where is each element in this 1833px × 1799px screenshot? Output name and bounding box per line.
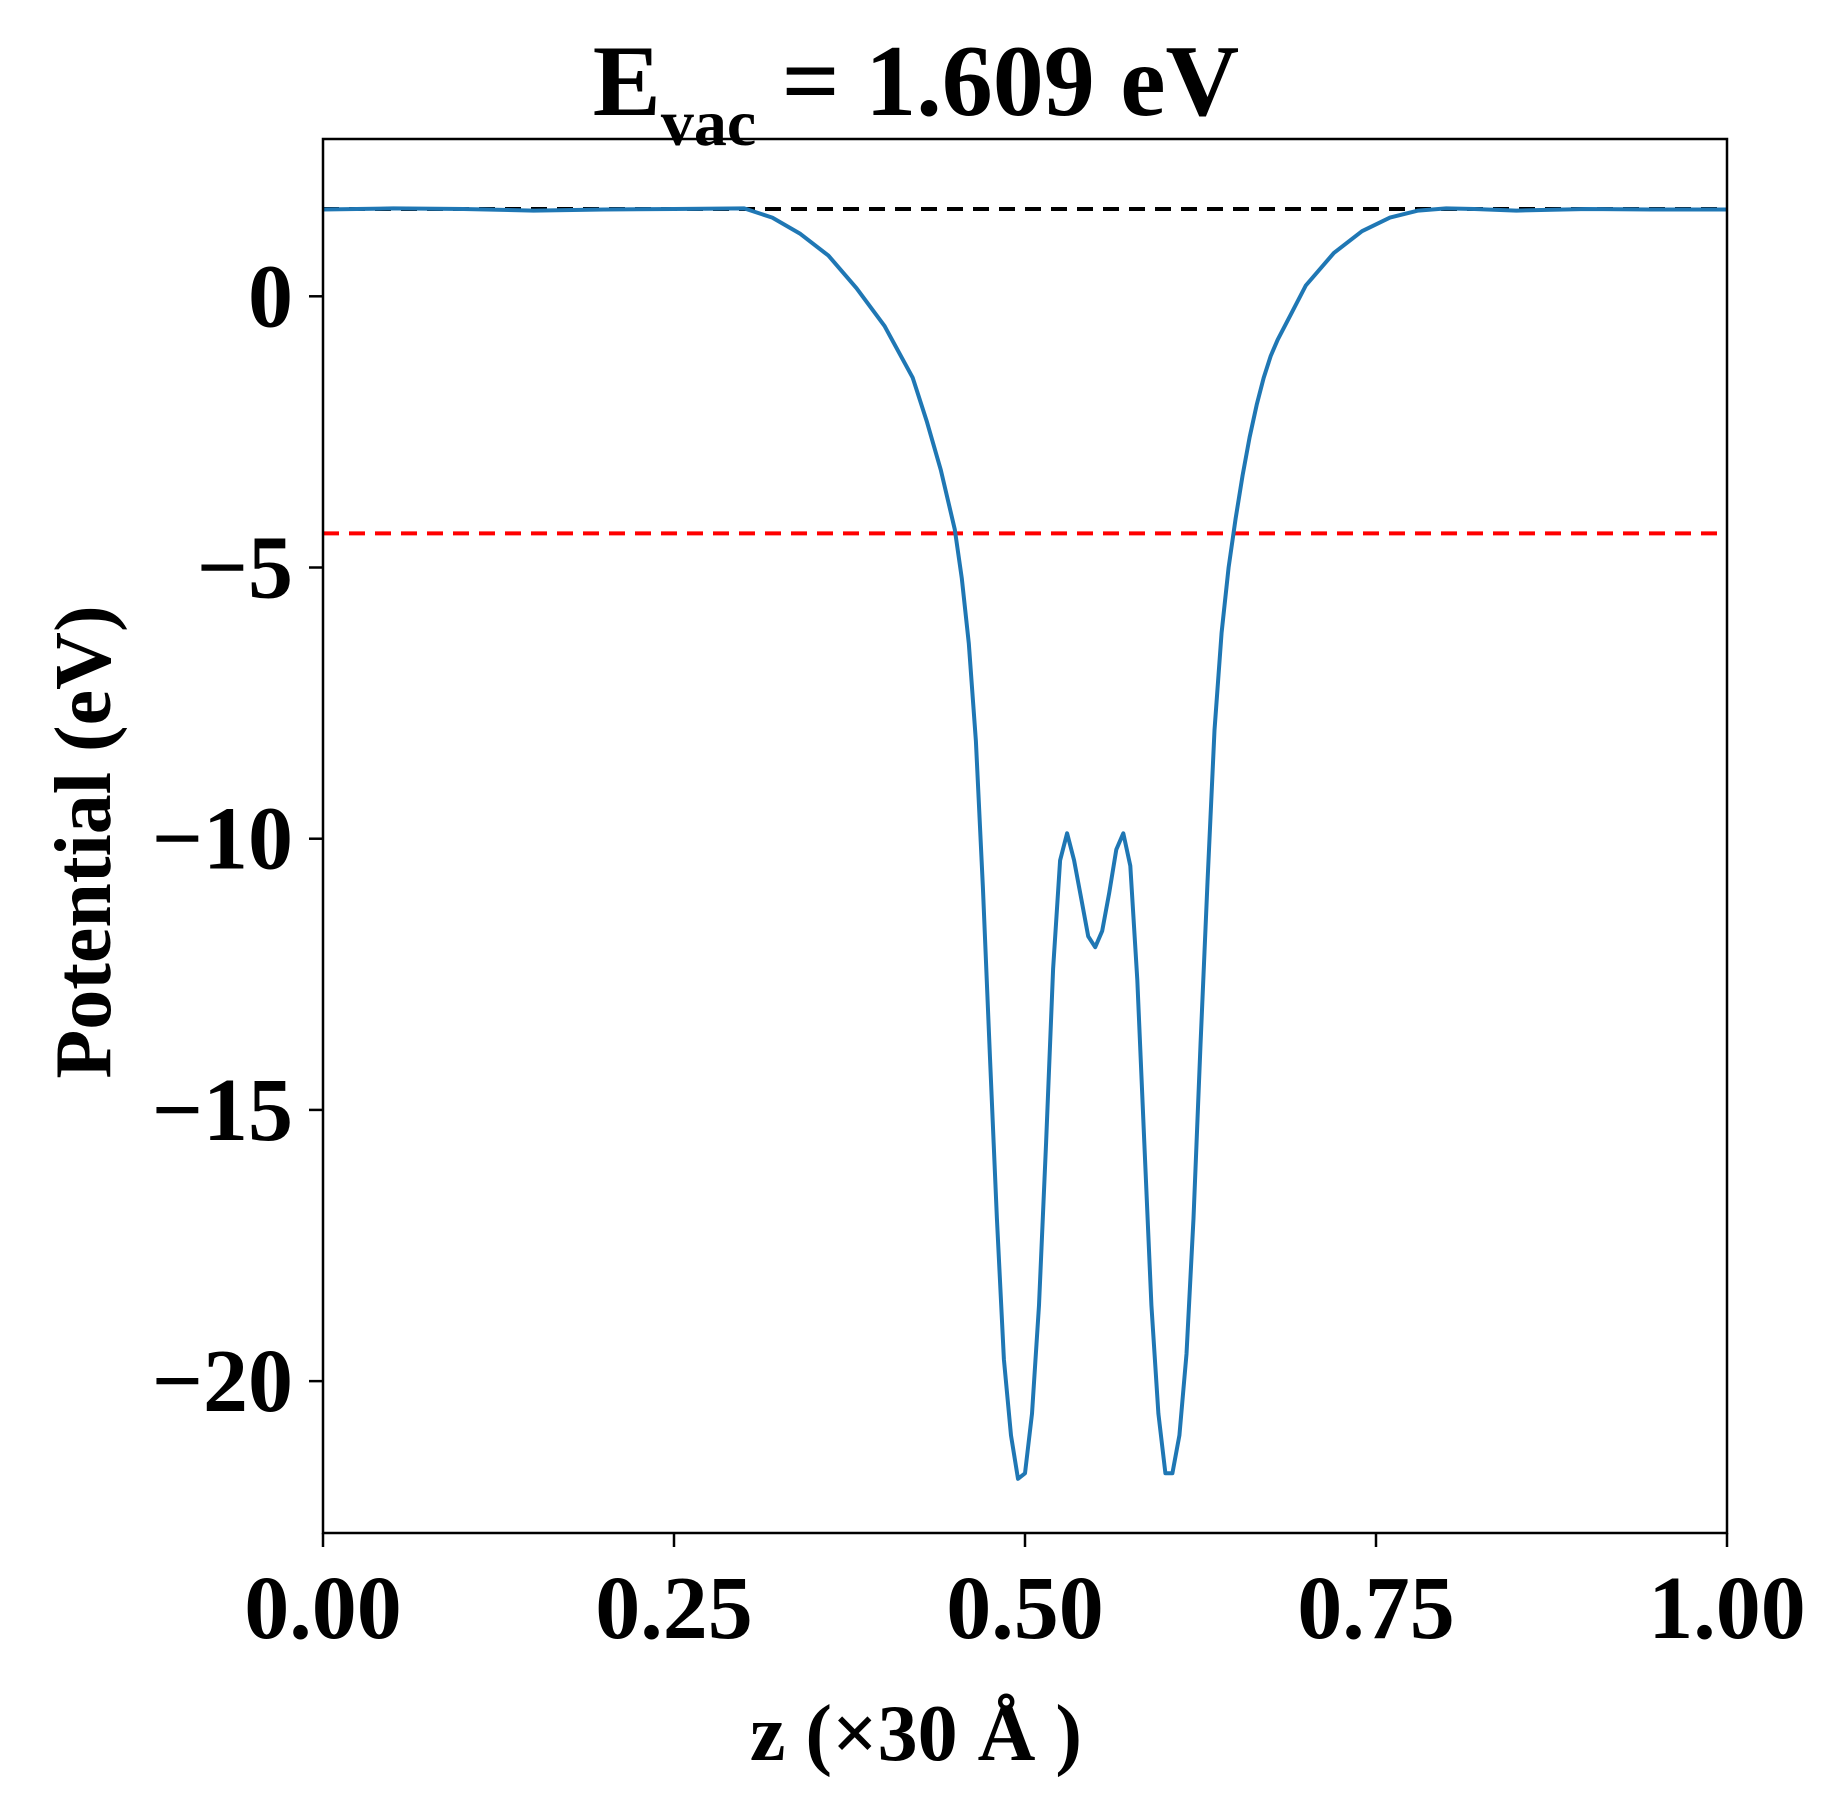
y-tick-label: −15: [152, 1061, 293, 1160]
y-tick-label: −5: [197, 519, 293, 618]
title-rest: = 1.609 eV: [756, 25, 1239, 138]
title-main: E: [593, 25, 661, 138]
y-axis-label: Potential (eV): [40, 605, 128, 1078]
plot-frame: [321, 137, 1729, 1535]
series-line-0: [323, 206, 1727, 1481]
y-tick-label: 0: [248, 247, 293, 346]
y-tick-label: −10: [152, 790, 293, 889]
y-axis-ticks: 0 −5 −10 −15 −20: [152, 247, 323, 1431]
y-tick-label: −20: [152, 1332, 293, 1431]
chart-title: Evac = 1.609 eV: [593, 25, 1239, 160]
x-tick-label: 0.50: [946, 1559, 1104, 1658]
x-axis-ticks: 0.00 0.25 0.50 0.75 1.00: [244, 1533, 1806, 1658]
x-axis-label: z (×30 Å ): [750, 1690, 1082, 1778]
x-tick-label: 0.25: [595, 1559, 753, 1658]
plot-area: [321, 137, 1729, 1535]
x-tick-label: 0.00: [244, 1559, 402, 1658]
x-tick-label: 0.75: [1297, 1559, 1455, 1658]
title-subscript: vac: [661, 87, 756, 160]
x-tick-label: 1.00: [1648, 1559, 1806, 1658]
